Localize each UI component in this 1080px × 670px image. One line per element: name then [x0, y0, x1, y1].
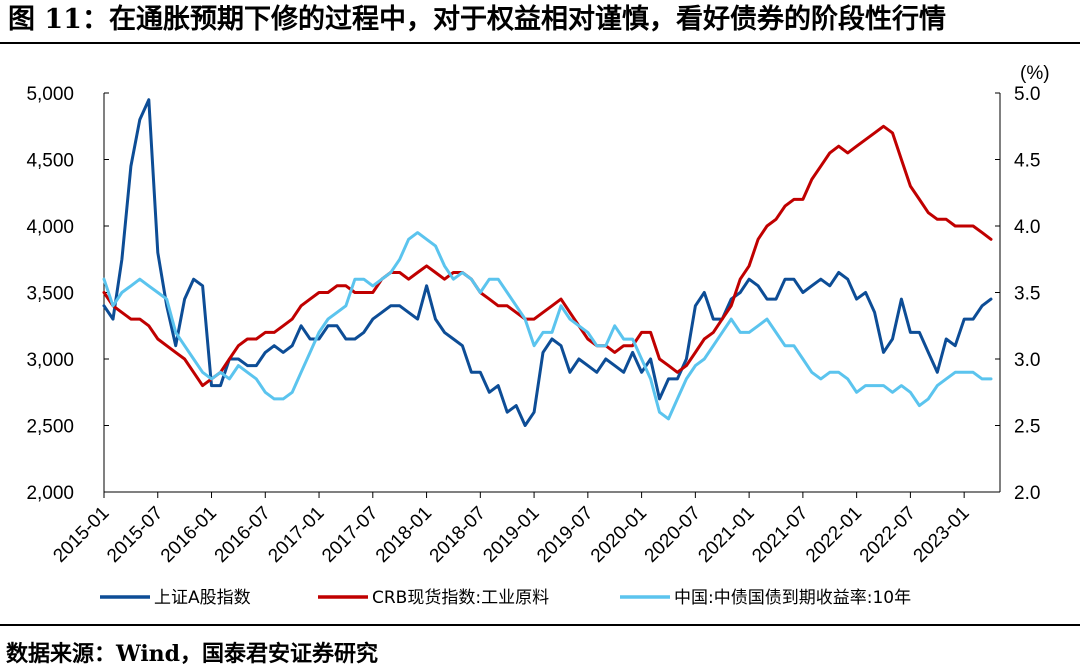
chart-title: 图 11：在通胀预期下修的过程中，对于权益相对谨慎，看好债券的阶段性行情 — [8, 4, 946, 35]
x-tick-label: 2016-01 — [157, 503, 221, 567]
y-tick-label-left: 3,500 — [26, 284, 74, 305]
y-tick-label-left: 2,500 — [26, 417, 74, 438]
x-tick-label: 2023-01 — [910, 503, 974, 567]
series-line-1 — [102, 98, 993, 427]
chart-svg: 2,000 2,500 3,000 3,500 4,000 4,500 5,000 2.0 2.… — [26, 63, 1050, 608]
y-tick-label-left: 4,500 — [26, 151, 74, 172]
x-tick-label: 2022-01 — [802, 503, 866, 567]
x-tick-label: 2022-07 — [856, 503, 920, 567]
source-rule — [0, 624, 1080, 626]
y-tick-label-left: 4,000 — [26, 217, 74, 238]
x-tick-label: 2021-07 — [748, 503, 812, 567]
y-tick-label-right: 3.5 — [1014, 284, 1040, 305]
title-rule — [0, 42, 1080, 44]
source-note: 数据来源：Wind，国泰君安证券研究 — [6, 641, 379, 667]
legend-label-1: 上证A股指数 — [154, 588, 251, 608]
x-tick-label: 2020-01 — [587, 503, 651, 567]
y-tick-label-right: 2.5 — [1014, 417, 1040, 438]
x-tick-label: 2020-07 — [641, 503, 705, 567]
chart-plot-area — [102, 98, 993, 427]
y-tick-label-right: 3.0 — [1014, 350, 1040, 371]
y-tick-label-right: 2.0 — [1014, 483, 1040, 504]
legend-label-3: 中国:中债国债到期收益率:10年 — [674, 588, 911, 608]
y-tick-label-left: 3,000 — [26, 350, 74, 371]
x-tick-label: 2016-07 — [211, 503, 275, 567]
y-tick-label-left: 5,000 — [26, 84, 74, 105]
y2-unit-label: (%) — [1020, 63, 1050, 84]
x-tick-label: 2018-01 — [372, 503, 436, 567]
series-line-3 — [102, 231, 993, 421]
legend-label-2: CRB现货指数:工业原料 — [372, 588, 549, 608]
x-tick-label: 2021-01 — [694, 503, 758, 567]
chart-legend: 上证A股指数 CRB现货指数:工业原料 中国:中债国债到期收益率:10年 — [100, 588, 911, 608]
series-line-2 — [102, 124, 993, 388]
x-tick-label: 2015-07 — [103, 503, 167, 567]
y-tick-label-left: 2,000 — [26, 483, 74, 504]
x-tick-label: 2018-07 — [426, 503, 490, 567]
x-tick-label: 2017-01 — [264, 503, 328, 567]
x-tick-label: 2019-07 — [533, 503, 597, 567]
x-tick-label: 2019-01 — [479, 503, 543, 567]
y-tick-label-right: 5.0 — [1014, 84, 1040, 105]
y-tick-label-right: 4.0 — [1014, 217, 1040, 238]
x-tick-label: 2017-07 — [318, 503, 382, 567]
x-tick-label: 2015-01 — [49, 503, 113, 567]
y-tick-label-right: 4.5 — [1014, 151, 1040, 172]
